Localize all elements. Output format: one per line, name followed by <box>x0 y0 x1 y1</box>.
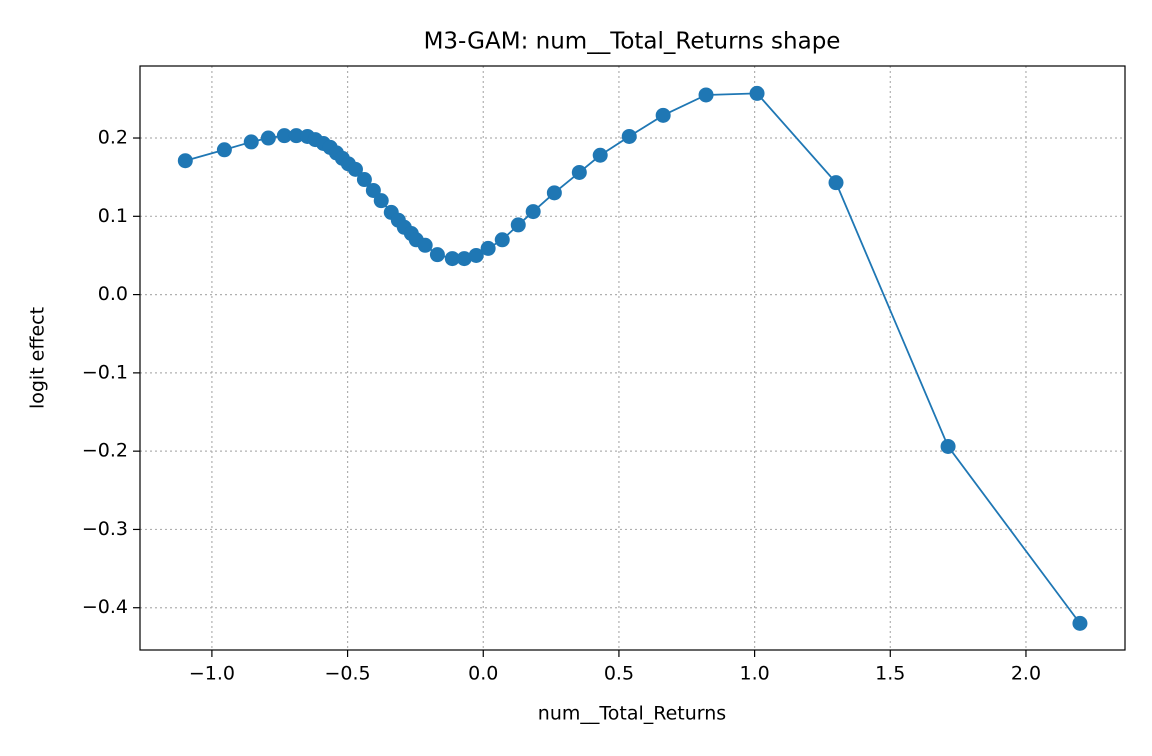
marker <box>288 128 304 144</box>
line <box>185 92 1081 624</box>
y-tick-label: 0.2 <box>98 127 128 149</box>
marker <box>373 193 389 209</box>
marker <box>655 107 671 123</box>
marker <box>592 147 608 163</box>
marker <box>1072 615 1088 631</box>
marker <box>456 251 472 267</box>
marker <box>494 232 510 248</box>
marker <box>698 87 714 103</box>
x-axis-label: num__Total_Returns <box>538 703 726 725</box>
x-tick-label: 1.5 <box>875 663 905 685</box>
x-tick-label: 0.5 <box>604 663 634 685</box>
marker <box>356 172 372 188</box>
marker <box>468 247 484 263</box>
y-tick-label: −0.1 <box>82 361 128 383</box>
y-tick-label: −0.2 <box>82 440 128 462</box>
marker <box>546 185 562 201</box>
y-tick-label: −0.3 <box>82 518 128 540</box>
marker <box>828 175 844 191</box>
marker <box>429 247 445 263</box>
marker <box>525 204 541 220</box>
x-tick-label: −1.0 <box>189 663 235 685</box>
marker <box>571 164 587 180</box>
x-tick-label: −0.5 <box>325 663 371 685</box>
marker <box>417 237 433 253</box>
marker <box>276 128 292 144</box>
chart-title: M3-GAM: num__Total_Returns shape <box>424 29 841 55</box>
marker <box>260 130 276 146</box>
y-tick-label: 0.1 <box>98 205 128 227</box>
x-tick-label: 0.0 <box>468 663 498 685</box>
plot-frame <box>139 65 1126 651</box>
marker <box>940 438 956 454</box>
marker <box>365 182 381 198</box>
y-tick-label: −0.4 <box>82 596 128 618</box>
y-axis-label: logit effect <box>27 307 49 409</box>
marker <box>347 161 363 177</box>
x-tick-label: 1.0 <box>739 663 769 685</box>
marker <box>177 153 193 169</box>
marker <box>216 142 232 158</box>
marker <box>621 128 637 144</box>
marker <box>243 134 259 150</box>
y-tick-label: 0.0 <box>98 283 128 305</box>
marker <box>749 85 765 101</box>
marker <box>444 251 460 267</box>
marker <box>510 217 526 233</box>
marker <box>480 240 496 256</box>
x-tick-label: 2.0 <box>1011 663 1041 685</box>
